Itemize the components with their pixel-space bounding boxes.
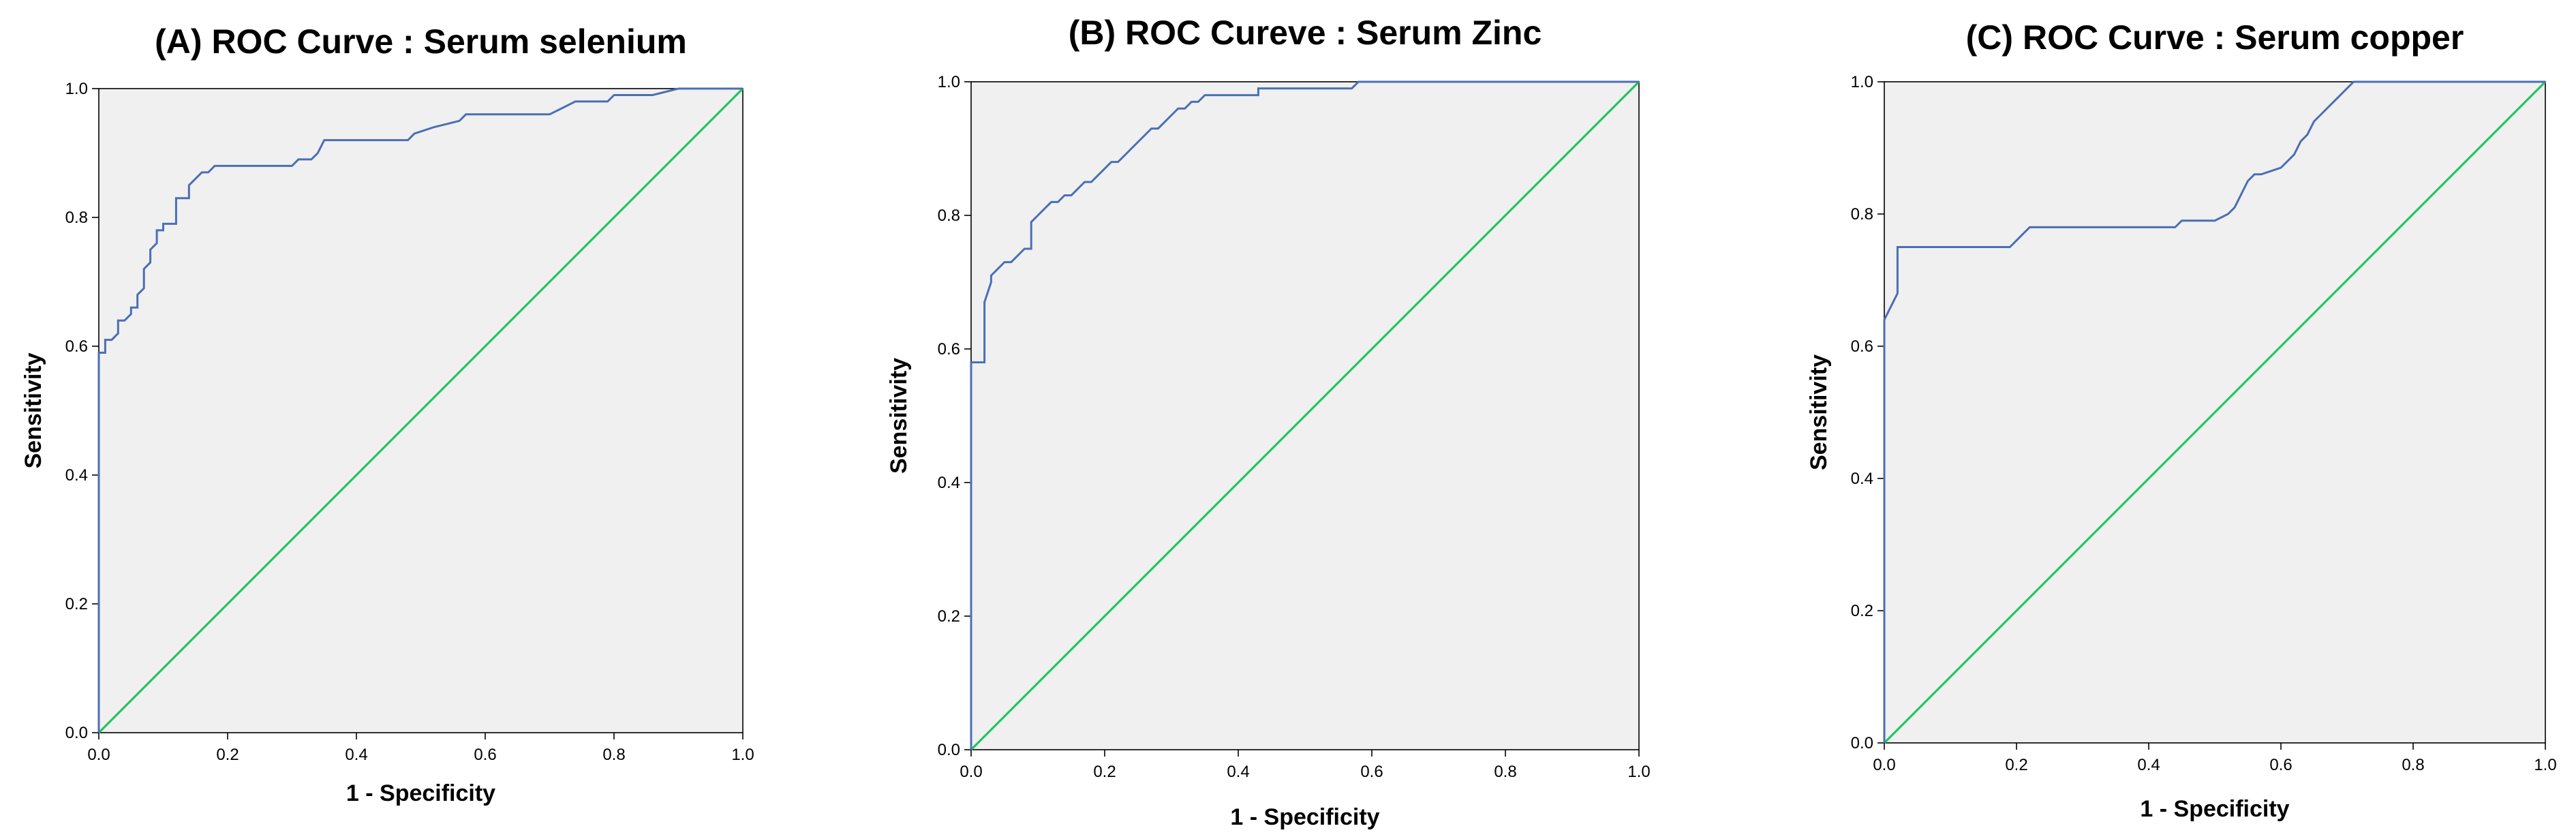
- y-tick-label: 0.4: [938, 474, 960, 492]
- y-tick-label: 0.8: [938, 207, 960, 225]
- y-tick-label: 0.8: [1851, 205, 1873, 224]
- roc-panel-zinc: (B) ROC Cureve : Serum Zinc 0.0 0.2 0.4 0.6 0…: [852, 0, 1704, 839]
- x-tick-label: 1.0: [1627, 763, 1650, 781]
- x-tick-label: 0.0: [960, 763, 982, 781]
- chart-title: (A) ROC Curve : Serum selenium: [155, 22, 687, 61]
- x-tick-label: 1.0: [731, 746, 754, 764]
- x-tick-label: 0.4: [345, 746, 367, 764]
- roc-curve-line: [970, 80, 1639, 750]
- y-axis-label: Sensitivity: [20, 352, 46, 468]
- reference-line: [1883, 80, 2547, 744]
- x-tick-label: 0.0: [1873, 756, 1895, 774]
- x-tick-label: 0.0: [87, 746, 110, 764]
- x-tick-label: 0.8: [602, 746, 625, 764]
- y-tick-label: 0.0: [1851, 734, 1873, 752]
- x-tick-label: 0.8: [2402, 756, 2424, 774]
- y-tick-label: 0.0: [938, 741, 960, 759]
- y-tick-label: 0.6: [65, 337, 88, 356]
- chart-title: (B) ROC Cureve : Serum Zinc: [1069, 14, 1542, 52]
- reference-line: [97, 87, 744, 734]
- y-tick-label: 0.2: [65, 595, 88, 613]
- y-tick-label: 0.4: [65, 466, 88, 485]
- y-tick-label: 0.8: [65, 209, 88, 227]
- x-tick-label: 0.4: [1227, 763, 1249, 781]
- y-tick-label: 0.0: [65, 724, 88, 742]
- x-tick-label: 0.8: [1494, 763, 1516, 781]
- y-tick-label: 1.0: [65, 80, 88, 98]
- roc-chart-copper: (C) ROC Curve : Serum copper 0.0 0.2 0.4 0.6…: [1806, 18, 2557, 822]
- y-tick-label: 1.0: [938, 73, 960, 91]
- roc-chart-selenium: (A) ROC Curve : Serum selenium 0.0 0.2 0.4 0…: [20, 22, 754, 806]
- x-axis-label: 1 - Specificity: [346, 780, 495, 806]
- x-tick-label: 0.4: [2137, 756, 2160, 774]
- roc-chart-zinc: (B) ROC Cureve : Serum Zinc 0.0 0.2 0.4 0.6 0…: [886, 14, 1651, 830]
- roc-curve-line: [1883, 80, 2545, 743]
- y-tick-label: 0.4: [1851, 470, 1873, 488]
- x-axis-label: 1 - Specificity: [1230, 804, 1379, 830]
- y-axis-label: Sensitivity: [886, 358, 912, 474]
- x-tick-label: 0.2: [216, 746, 239, 764]
- reference-line: [970, 80, 1640, 751]
- y-axis-label: Sensitivity: [1806, 354, 1832, 470]
- roc-panel-selenium: (A) ROC Curve : Serum selenium 0.0 0.2 0.4 0…: [0, 0, 852, 839]
- x-tick-label: 0.2: [1093, 763, 1116, 781]
- y-tick-label: 1.0: [1851, 73, 1873, 91]
- x-tick-label: 0.6: [474, 746, 496, 764]
- roc-curve-line: [97, 87, 743, 733]
- x-tick-label: 0.6: [2269, 756, 2292, 774]
- y-tick-label: 0.2: [938, 607, 960, 626]
- x-axis-label: 1 - Specificity: [2140, 796, 2289, 822]
- y-tick-label: 0.2: [1851, 602, 1873, 620]
- chart-title: (C) ROC Curve : Serum copper: [1966, 18, 2464, 57]
- roc-panel-copper: (C) ROC Curve : Serum copper 0.0 0.2 0.4 0.6…: [1704, 0, 2576, 839]
- y-tick-label: 0.6: [938, 340, 960, 359]
- x-tick-label: 0.2: [2005, 756, 2027, 774]
- x-tick-label: 1.0: [2534, 756, 2556, 774]
- x-tick-label: 0.6: [1360, 763, 1383, 781]
- y-tick-label: 0.6: [1851, 337, 1873, 356]
